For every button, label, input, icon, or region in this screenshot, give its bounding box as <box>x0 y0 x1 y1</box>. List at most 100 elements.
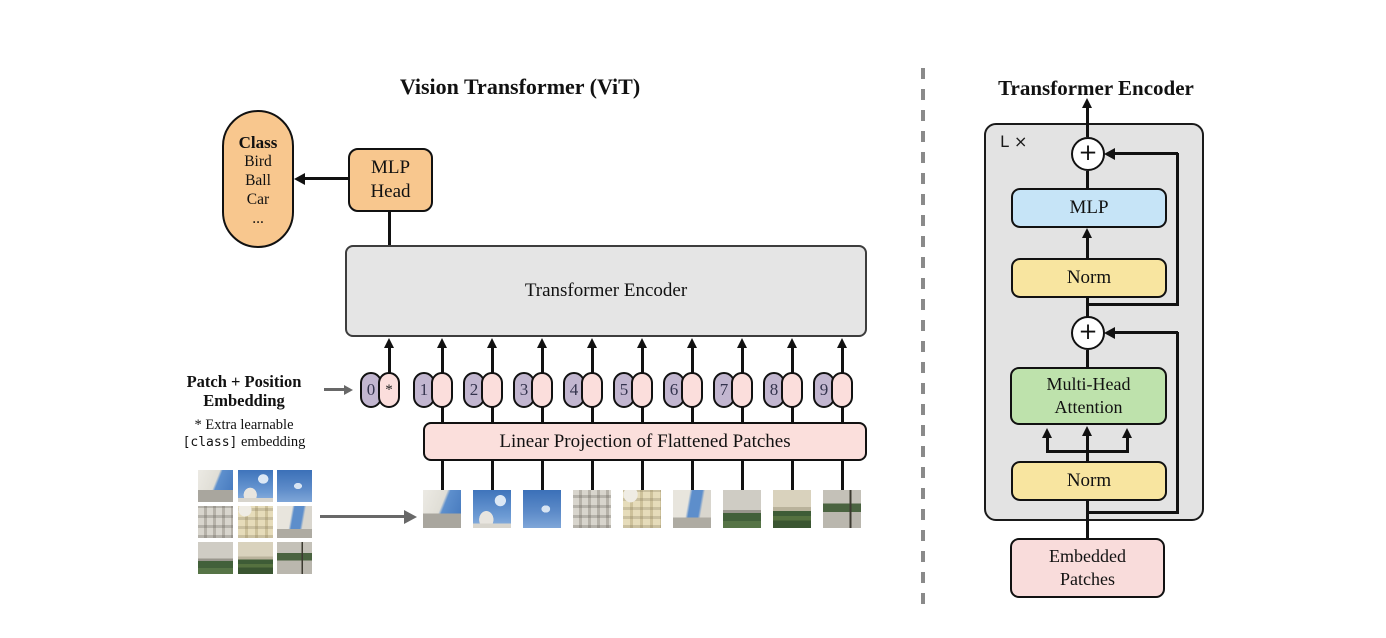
token-to-encoder-arrowhead-icon <box>536 338 547 348</box>
token-to-encoder-arrowhead-icon <box>786 338 797 348</box>
position-embedding-0: 0 <box>360 372 382 408</box>
mha-center-arrowhead-icon <box>1082 426 1092 436</box>
grid-patch-facade-with-hedges <box>237 542 273 574</box>
grid-patch-facade-with-dark-bushes <box>198 542 233 574</box>
projection-to-patch-line <box>840 461 844 492</box>
class-token-footnote: * Extra learnable [class] embedding <box>160 417 328 451</box>
encoder-output-line <box>1086 108 1089 137</box>
mlp-to-class-arrowhead-icon <box>294 172 305 185</box>
image-patch-stone-facade <box>573 490 611 528</box>
projection-to-patch-line <box>440 461 444 492</box>
image-patch-palace-corner-with-sky <box>423 490 461 528</box>
mlp-head-stem <box>388 212 391 246</box>
residual-top-rise <box>1176 153 1179 306</box>
patch-embedding-capsule <box>781 372 803 408</box>
projection-to-patch-line <box>790 461 794 492</box>
class-output-capsule: Class Bird Ball Car ... <box>222 110 294 248</box>
plus-glyph: + <box>1078 319 1098 345</box>
image-patch-spire-against-sky <box>473 490 511 528</box>
patch-embedding-capsule <box>831 372 853 408</box>
mlp-block-label: MLP <box>1069 197 1109 218</box>
mha-branch-bar <box>1046 450 1129 453</box>
left-title: Vision Transformer (ViT) <box>399 74 641 99</box>
projection-to-patch-line <box>590 461 594 492</box>
projection-to-patch-line <box>640 461 644 492</box>
patch-embedding-capsule <box>431 372 453 408</box>
embedded-line2: Patches <box>1060 569 1115 589</box>
stem-norm-to-mlp <box>1086 237 1089 258</box>
patch-embedding-capsule <box>531 372 553 408</box>
image-patch-bell-tower-and-sky <box>673 490 711 528</box>
patch-embedding-capsule <box>681 372 703 408</box>
residual-bottom-arrowhead-icon <box>1104 326 1115 339</box>
token-to-encoder-arrowhead-icon <box>736 338 747 348</box>
mlp-head-line2: Head <box>370 181 411 202</box>
patch-embedding-capsule <box>481 372 503 408</box>
embedding-arrow-line <box>324 388 344 391</box>
class-token-capsule: * <box>378 372 400 408</box>
patch-position-embedding-label: Patch + Position Embedding <box>168 372 320 410</box>
image-patch-blue-sky-cloud <box>523 490 561 528</box>
token-to-encoder-arrowhead-icon <box>586 338 597 348</box>
projection-to-patch-line <box>740 461 744 492</box>
layer-count-label: L × <box>1000 132 1028 151</box>
norm-to-mlp-arrowhead-icon <box>1082 228 1092 238</box>
encoder-output-arrowhead-icon <box>1082 98 1092 108</box>
stem-norm-to-mha-center <box>1086 435 1089 461</box>
grid-patch-bell-tower-and-sky <box>277 506 312 538</box>
image-patch-facade-with-hedges <box>773 490 811 528</box>
patch-embedding-capsule <box>581 372 603 408</box>
token-connector-line <box>387 346 391 374</box>
class-item-car: Car <box>246 190 270 208</box>
mha-line2: Attention <box>1054 397 1123 417</box>
residual-bottom-fork <box>1087 511 1179 514</box>
mlp-head-box: MLP Head <box>348 148 433 212</box>
norm-top-block: Norm <box>1011 258 1167 298</box>
image-patch-lawn-and-walkway <box>823 490 861 528</box>
plus-glyph: + <box>1078 140 1098 166</box>
footnote-line2-rest: embedding <box>237 434 306 450</box>
class-item-bird: Bird <box>244 152 272 170</box>
stem-embedded-to-norm <box>1086 501 1089 539</box>
footnote-line1: * Extra learnable <box>194 417 294 433</box>
class-item-ellipsis: ... <box>252 209 264 227</box>
transformer-encoder-box: Transformer Encoder <box>345 245 867 337</box>
dashed-separator <box>921 68 925 606</box>
patch-embedding-capsule <box>731 372 753 408</box>
grid-patch-yellow-palace-facade <box>237 506 273 538</box>
class-item-ball: Ball <box>245 171 271 189</box>
norm-top-label: Norm <box>1066 267 1112 288</box>
mha-left-arrowhead-icon <box>1042 428 1052 438</box>
grid-patch-palace-corner-with-sky <box>198 470 233 502</box>
embedding-label-line1: Patch + Position <box>186 372 302 391</box>
grid-patch-spire-against-sky <box>237 470 273 502</box>
mha-branch-right <box>1126 438 1129 452</box>
token-to-encoder-arrowhead-icon <box>383 338 394 348</box>
image-patch-yellow-palace-facade <box>623 490 661 528</box>
token-to-encoder-arrowhead-icon <box>486 338 497 348</box>
token-to-encoder-arrowhead-icon <box>686 338 697 348</box>
norm-bottom-block: Norm <box>1011 461 1167 501</box>
mlp-head-line1: MLP <box>370 157 411 178</box>
mha-branch-left <box>1046 438 1049 452</box>
residual-top-fork <box>1087 303 1179 306</box>
projection-to-patch-line <box>690 461 694 492</box>
grid-patch-lawn-and-walkway <box>277 542 312 574</box>
patch-embedding-capsule <box>631 372 653 408</box>
stem-plus-to-mlp <box>1086 171 1089 189</box>
mlp-to-class-arrow-line <box>303 177 348 180</box>
grid-patch-stone-facade <box>198 506 233 538</box>
linear-projection-box: Linear Projection of Flattened Patches <box>423 422 867 461</box>
embedding-arrowhead-icon <box>344 384 353 395</box>
residual-top-into-plus <box>1112 152 1178 155</box>
residual-bottom-into-plus <box>1112 331 1178 334</box>
norm-bottom-label: Norm <box>1066 470 1112 491</box>
residual-bottom-rise <box>1176 332 1179 514</box>
grid-to-patches-arrow-line <box>320 515 405 518</box>
mha-line1: Multi-Head <box>1046 374 1131 394</box>
grid-to-patches-arrowhead-icon <box>404 509 417 524</box>
stem-mha-to-plus <box>1086 350 1089 368</box>
projection-to-patch-line <box>490 461 494 492</box>
projection-to-patch-line <box>540 461 544 492</box>
embedded-patches-block: Embedded Patches <box>1010 538 1165 598</box>
